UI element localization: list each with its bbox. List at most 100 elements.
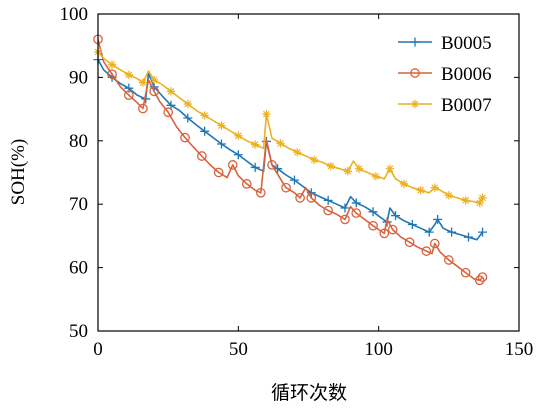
y-tick-label: 70: [69, 194, 88, 215]
series-b0007: [93, 47, 487, 208]
data-point-circle: [429, 238, 440, 249]
data-point-star: [309, 155, 319, 165]
data-point-circle: [387, 224, 398, 235]
x-tick-label: 100: [364, 339, 393, 360]
x-tick-label: 50: [229, 339, 248, 360]
x-tick-label: 0: [93, 339, 103, 360]
legend: B0005 B0006 B0007: [398, 33, 492, 116]
data-point-star: [166, 87, 176, 96]
x-tick-label: 150: [505, 339, 534, 360]
data-point-circle: [163, 107, 174, 118]
data-point-plus: [463, 232, 473, 242]
data-point-circle: [241, 179, 252, 189]
data-point-star: [475, 198, 484, 208]
data-point-star: [262, 109, 271, 119]
data-point-plus: [233, 150, 243, 160]
data-point-star: [354, 164, 364, 173]
data-point-circle: [180, 132, 190, 143]
data-point-plus: [340, 203, 350, 213]
y-tick-label: 50: [69, 321, 88, 342]
data-point-circle: [460, 267, 471, 278]
data-point-star: [410, 99, 420, 109]
legend-entry-b0007: B0007: [398, 95, 492, 116]
data-point-circle: [379, 228, 390, 239]
data-point-circle: [368, 220, 378, 231]
data-point-circle: [213, 167, 224, 178]
series-b0006: [93, 34, 488, 286]
data-point-plus: [183, 113, 193, 123]
x-axis-label: 循环次数: [271, 382, 347, 404]
y-tick-label: 80: [69, 131, 88, 152]
data-point-star: [276, 139, 285, 148]
y-tick-label: 90: [69, 67, 88, 88]
y-tick-label: 60: [69, 258, 88, 279]
data-point-circle: [107, 69, 117, 80]
data-point-star: [444, 191, 454, 200]
data-point-circle: [196, 151, 207, 161]
series-b0005: [93, 55, 488, 242]
data-point-star: [461, 196, 470, 205]
data-point-star: [326, 161, 336, 171]
data-point-plus: [250, 162, 260, 172]
data-point-circle: [281, 182, 291, 193]
data-point-circle: [323, 205, 333, 216]
data-point-circle: [443, 255, 454, 265]
plot-frame: [97, 13, 520, 332]
data-point-plus: [391, 211, 401, 221]
data-point-star: [200, 111, 209, 120]
data-point-star: [217, 121, 226, 130]
legend-label: B0007: [441, 95, 492, 116]
legend-entry-b0006: B0006: [398, 64, 492, 85]
data-point-star: [138, 78, 148, 87]
data-point-plus: [289, 175, 299, 185]
data-point-plus: [216, 139, 226, 149]
data-point-circle: [404, 237, 415, 248]
data-point-star: [124, 70, 134, 80]
data-point-star: [343, 167, 352, 176]
data-point-plus: [166, 100, 176, 110]
data-point-star: [416, 186, 425, 195]
plot-area: [93, 34, 488, 286]
legend-entry-b0005: B0005: [398, 33, 492, 54]
data-point-plus: [433, 214, 443, 224]
data-point-circle: [149, 86, 159, 97]
data-point-plus: [410, 37, 420, 47]
data-point-plus: [323, 195, 333, 205]
data-point-star: [399, 179, 409, 189]
data-point-circle: [124, 90, 134, 101]
data-point-circle: [474, 275, 485, 286]
data-point-circle: [227, 160, 238, 170]
data-point-circle: [477, 272, 488, 282]
data-point-plus: [200, 126, 210, 136]
data-point-circle: [267, 160, 277, 170]
data-point-circle: [340, 214, 350, 225]
legend-label: B0006: [441, 64, 492, 85]
data-point-circle: [138, 103, 148, 114]
data-point-star: [293, 148, 302, 157]
data-point-star: [183, 99, 193, 109]
data-point-star: [371, 172, 381, 181]
data-point-circle: [351, 208, 362, 218]
data-point-circle: [410, 68, 420, 78]
data-point-circle: [306, 193, 317, 203]
data-point-circle: [421, 246, 432, 256]
data-point-plus: [351, 198, 361, 208]
data-point-plus: [424, 227, 434, 237]
data-point-star: [385, 164, 395, 173]
series-line: [97, 39, 484, 282]
data-point-plus: [368, 207, 378, 217]
data-point-star: [107, 60, 117, 69]
data-point-star: [149, 75, 159, 85]
data-point-circle: [295, 193, 305, 203]
data-point-plus: [478, 227, 488, 237]
data-point-star: [430, 183, 439, 192]
data-point-star: [478, 193, 487, 203]
data-point-plus: [407, 219, 417, 229]
data-point-plus: [447, 227, 457, 237]
data-point-star: [250, 140, 260, 149]
legend-label: B0005: [441, 33, 492, 54]
y-tick-label: 100: [60, 4, 89, 25]
data-point-star: [234, 131, 243, 140]
